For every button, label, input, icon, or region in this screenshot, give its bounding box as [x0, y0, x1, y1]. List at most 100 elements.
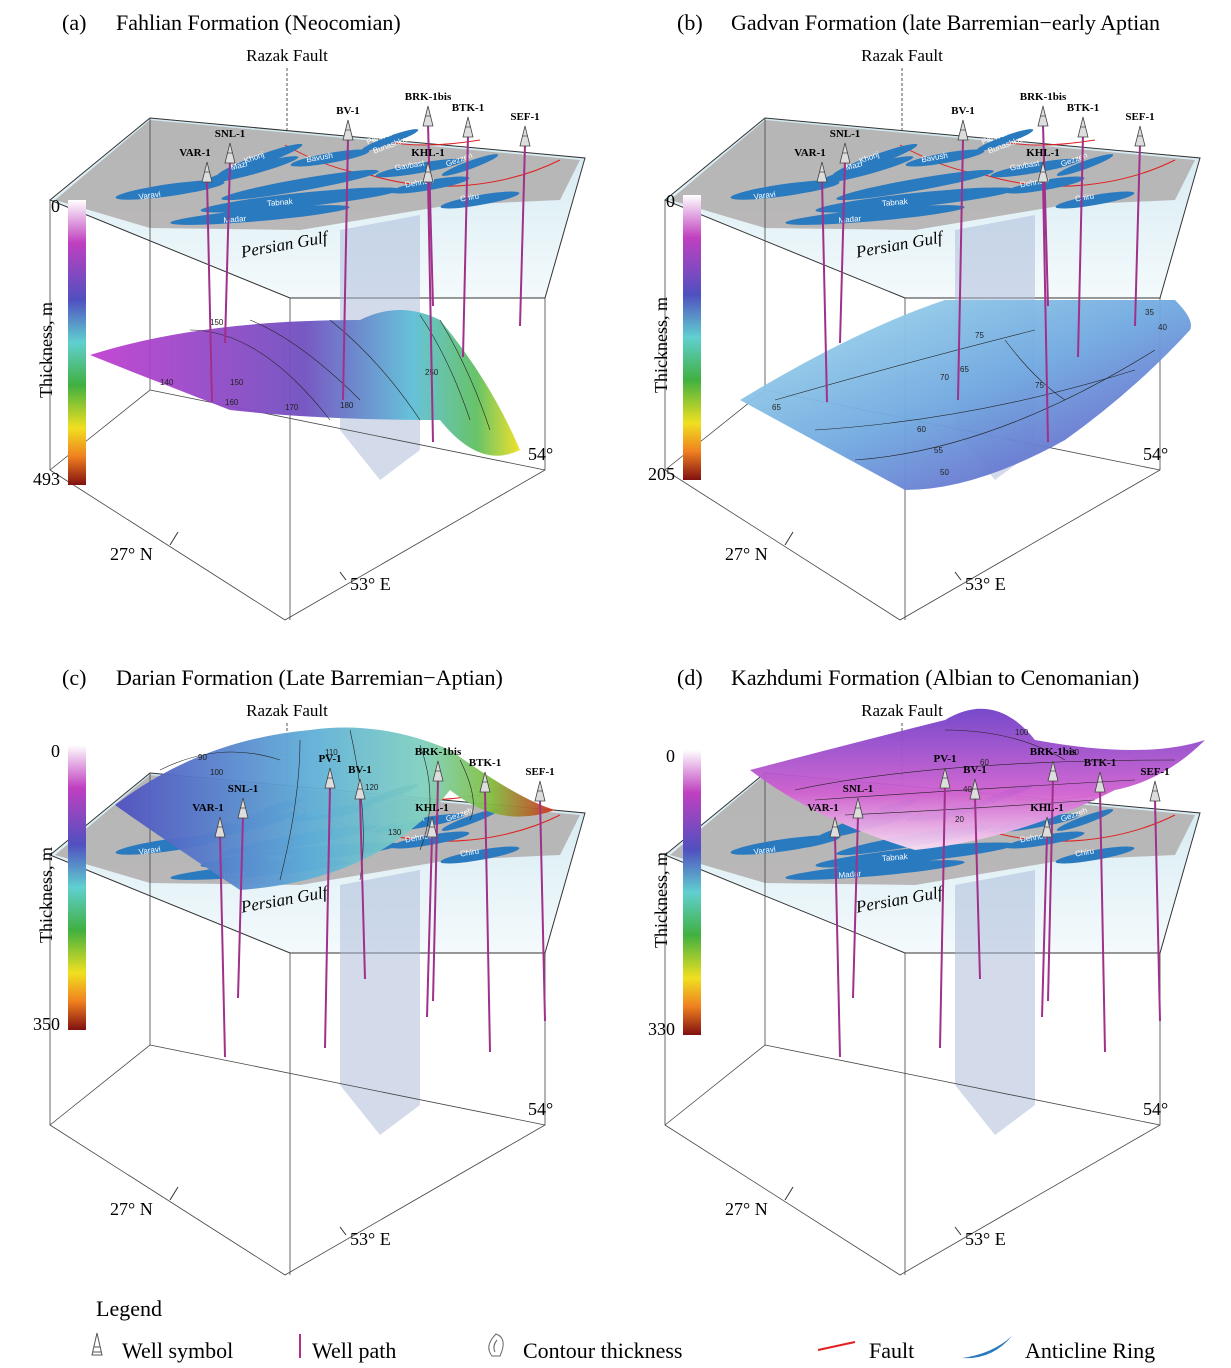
well-label: VAR-1	[192, 802, 224, 814]
lon2-label: 54°	[1143, 444, 1168, 464]
contour-label: 75	[1035, 381, 1044, 390]
colorbar-max: 205	[648, 464, 675, 484]
well-label: PV-1	[933, 753, 956, 765]
lon-label: 53° E	[350, 574, 391, 594]
lat-label: 27° N	[110, 1199, 153, 1219]
fault-label: Razak Fault	[861, 701, 943, 720]
contour-label: 180	[340, 401, 354, 410]
figure: (a)Fahlian Formation (Neocomian)Razak Fa…	[0, 0, 1231, 1368]
lon2-label: 54°	[1143, 1099, 1168, 1119]
lat-label: 27° N	[110, 544, 153, 564]
contour-label: 60	[917, 425, 926, 434]
contour-label: 65	[960, 365, 969, 374]
panel-title: Darian Formation (Late Barremian−Aptian)	[116, 665, 503, 690]
well-label: SNL-1	[215, 128, 246, 140]
well-label: KHL-1	[1030, 802, 1064, 814]
well-label: BRK-1bis	[415, 746, 462, 758]
well-label: BV-1	[963, 764, 987, 776]
contour-label: 20	[955, 815, 964, 824]
well-label: VAR-1	[794, 147, 826, 159]
well-label: BRK-1bis	[1020, 91, 1067, 103]
panel: (d)Kazhdumi Formation (Albian to Cenoman…	[648, 665, 1205, 1275]
well-label: SNL-1	[830, 128, 861, 140]
well-label: BV-1	[336, 105, 360, 117]
colorbar-label: Thickness, m	[651, 852, 671, 948]
legend-item: Anticline Ring	[1025, 1338, 1155, 1363]
panel: (b)Gadvan Formation (late Barremian−earl…	[648, 10, 1200, 620]
lon2-label: 54°	[528, 1099, 553, 1119]
contour-label: 40	[1158, 323, 1167, 332]
well-label: SEF-1	[1125, 111, 1154, 123]
well-label: SEF-1	[510, 111, 539, 123]
contour-label: 40	[963, 785, 972, 794]
contour-label: 160	[225, 398, 239, 407]
legend-title: Legend	[96, 1296, 162, 1321]
colorbar-label: Thickness, m	[651, 297, 671, 393]
thickness-surface	[90, 310, 520, 456]
well-label: KHL-1	[1026, 147, 1060, 159]
colorbar-label: Thickness, m	[36, 302, 56, 398]
well-label: BTK-1	[1084, 757, 1116, 769]
well-label: BTK-1	[452, 102, 484, 114]
contour-label: 140	[160, 378, 174, 387]
contour-label: 150	[230, 378, 244, 387]
well-symbol	[1150, 781, 1160, 801]
well-label: SEF-1	[1140, 766, 1169, 778]
panel-label: (c)	[62, 665, 86, 690]
contour-label: 100	[1015, 728, 1029, 737]
thickness-surface	[740, 300, 1191, 490]
legend-item: Well symbol	[122, 1338, 233, 1363]
contour-label: 65	[772, 403, 781, 412]
colorbar-min: 0	[666, 746, 675, 766]
well-label: BRK-1bis	[405, 91, 452, 103]
contour-label: 75	[975, 331, 984, 340]
lat-tick	[785, 1187, 793, 1200]
well-symbol	[1038, 106, 1048, 126]
lat-tick	[170, 532, 178, 545]
legend-item: Well path	[312, 1338, 396, 1363]
well-label: KHL-1	[411, 147, 445, 159]
contour-label: 100	[210, 768, 224, 777]
panels: (a)Fahlian Formation (Neocomian)Razak Fa…	[33, 10, 1205, 1275]
colorbar	[68, 745, 86, 1030]
contour-label: 150	[210, 318, 224, 327]
well-symbol	[1078, 117, 1088, 137]
lon-label: 53° E	[965, 574, 1006, 594]
legend-contour-icon	[489, 1334, 503, 1356]
legend-anticline-icon	[962, 1336, 1012, 1358]
well-label: VAR-1	[179, 147, 211, 159]
panel-label: (b)	[677, 10, 703, 35]
well-label: KHL-1	[415, 802, 449, 814]
contour-label: 70	[940, 373, 949, 382]
contour-label: 130	[388, 828, 402, 837]
well-label: SNL-1	[843, 783, 874, 795]
fault-plane	[340, 870, 420, 1135]
well-label: SEF-1	[525, 766, 554, 778]
well-symbol	[958, 120, 968, 140]
fault-label: Razak Fault	[246, 701, 328, 720]
legend-item: Fault	[869, 1338, 914, 1363]
panel: (c) Darian Formation (Late Barremian−Apti…	[33, 665, 585, 1275]
well-label: BV-1	[348, 764, 372, 776]
colorbar-max: 330	[648, 1019, 675, 1039]
well-label: BRK-1bis	[1030, 746, 1077, 758]
lat-label: 27° N	[725, 544, 768, 564]
well-symbol	[423, 106, 433, 126]
legend-fault-icon	[818, 1342, 855, 1350]
legend-well-icon	[92, 1333, 102, 1355]
lon2-label: 54°	[528, 444, 553, 464]
lat-tick	[170, 1187, 178, 1200]
colorbar-min: 0	[51, 741, 60, 761]
contour-label: 90	[198, 753, 207, 762]
fault-label: Razak Fault	[861, 46, 943, 65]
lon-tick	[340, 1227, 346, 1235]
panel-label: (a)	[62, 10, 86, 35]
colorbar	[68, 200, 86, 485]
panel: (a)Fahlian Formation (Neocomian)Razak Fa…	[33, 10, 585, 620]
colorbar	[683, 195, 701, 480]
lon-tick	[340, 572, 346, 580]
colorbar-min: 0	[666, 191, 675, 211]
contour-label: 170	[285, 403, 299, 412]
contour-label: 50	[940, 468, 949, 477]
well-label: BV-1	[951, 105, 975, 117]
